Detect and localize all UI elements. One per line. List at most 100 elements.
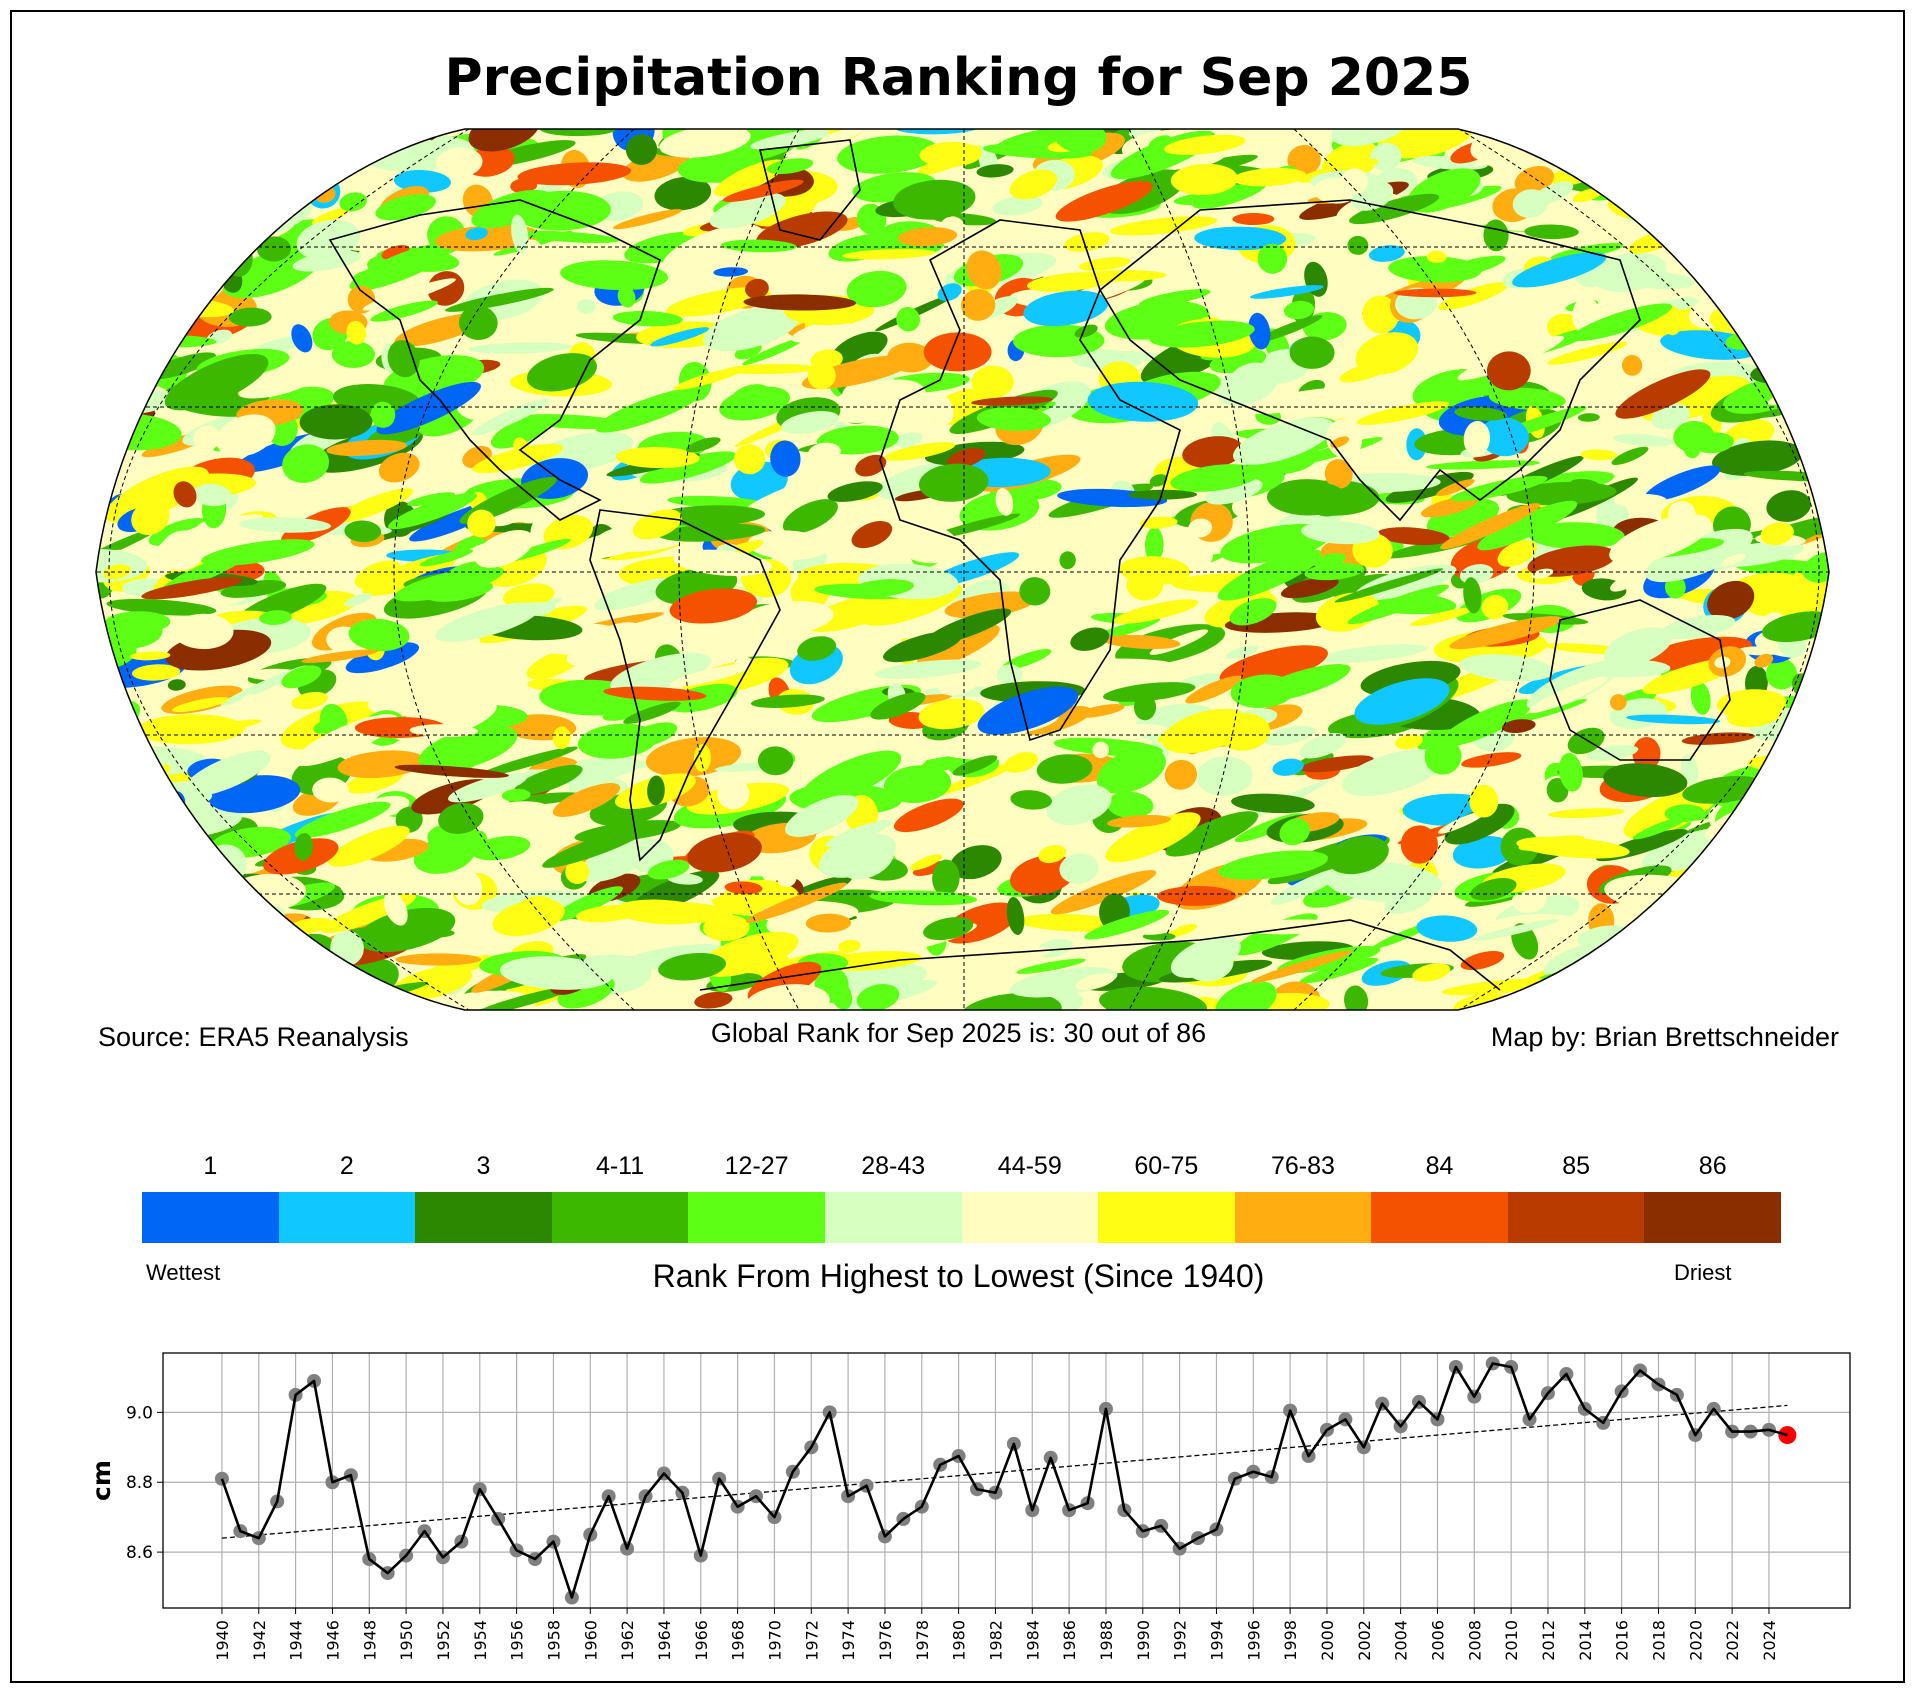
rank-patch [1250, 285, 1324, 299]
rank-patch [1119, 556, 1191, 585]
rank-patch [1506, 481, 1617, 506]
rank-patch [1760, 522, 1794, 546]
rank-patch [713, 267, 749, 277]
rank-patch [977, 686, 1079, 735]
rank-patch [1347, 584, 1450, 625]
rank-patch [1528, 676, 1609, 714]
rank-patch [1105, 812, 1201, 863]
y-tick-label: 9.0 [126, 1403, 153, 1423]
rank-patch [1610, 574, 1641, 592]
rank-patch [1461, 752, 1522, 768]
colorbar-bin [824, 1192, 962, 1243]
rank-patch [1133, 694, 1157, 721]
x-tick-label: 1964 [655, 1620, 674, 1661]
rank-patch [1477, 500, 1578, 551]
rank-patch [333, 488, 414, 523]
rank-patch [1084, 909, 1170, 940]
rank-patch [961, 289, 996, 321]
x-tick-label: 1946 [323, 1620, 342, 1661]
x-tick-label: 1962 [618, 1620, 637, 1661]
rank-patch [344, 593, 372, 607]
rank-patch [357, 907, 456, 953]
rank-patch [717, 777, 750, 810]
rank-patch [1436, 479, 1475, 497]
rank-patch [595, 387, 704, 433]
rank-patch [1714, 656, 1731, 669]
rank-patch [1163, 134, 1246, 155]
rank-patch [468, 342, 572, 354]
rank-patch [992, 195, 1043, 216]
rank-patch [1512, 252, 1607, 288]
rank-patch [159, 530, 206, 571]
rank-patch [770, 440, 801, 477]
x-tick-label: 1976 [876, 1620, 895, 1661]
rank-patch [662, 224, 763, 274]
rank-patch [1188, 518, 1213, 538]
rank-patch [561, 529, 657, 561]
rank-patch [146, 352, 216, 380]
rank-patch [1182, 436, 1244, 469]
rank-patch [791, 319, 851, 343]
rank-patch [632, 509, 682, 540]
rank-patch [282, 444, 330, 483]
rank-patch [724, 881, 763, 895]
rank-patch [515, 230, 620, 243]
x-tick-label: 2000 [1318, 1620, 1337, 1661]
rank-patch [131, 664, 181, 681]
rank-patch [291, 691, 328, 710]
x-tick-label: 1972 [802, 1620, 821, 1661]
rank-patch [1219, 645, 1328, 686]
rank-patch [1301, 521, 1380, 545]
rank-patch [292, 250, 362, 272]
x-tick-label: 2018 [1649, 1620, 1668, 1661]
x-tick-label: 1988 [1097, 1620, 1116, 1661]
rank-patch [1100, 129, 1201, 145]
rank-patch [445, 287, 554, 312]
rank-patch [1410, 607, 1473, 627]
rank-patch [893, 798, 964, 833]
rank-patch [1287, 144, 1321, 176]
rank-patch [841, 380, 880, 417]
rank-patch [394, 566, 505, 602]
rank-patch [1469, 784, 1499, 818]
rank-patch [1340, 168, 1368, 195]
rank-patch [894, 129, 984, 135]
rank-patch [1472, 919, 1559, 941]
rank-patch [709, 192, 786, 229]
rank-patch [1077, 704, 1125, 718]
rank-patch [612, 209, 683, 230]
rank-patch [393, 169, 451, 193]
colorbar-bin-label: 28-43 [861, 1152, 926, 1180]
rank-patch [1664, 804, 1705, 823]
rank-patch [419, 468, 468, 478]
rank-patch [383, 891, 408, 926]
rank-patch [731, 384, 769, 407]
rank-patch [744, 984, 830, 1010]
rank-patch [103, 564, 131, 580]
rank-patch [928, 513, 1021, 540]
x-tick-label: 1960 [581, 1620, 600, 1661]
rank-patch [1582, 659, 1671, 678]
australia-outline [1549, 599, 1731, 761]
global-rank-label: Global Rank for Sep 2025 is: 30 out of 8… [710, 1018, 1207, 1048]
rank-patch [959, 992, 1062, 1010]
colorbar-bin-label: 60-75 [1134, 1152, 1199, 1180]
rank-patch [618, 944, 724, 971]
rank-patch [870, 692, 926, 720]
rank-patch [1196, 756, 1253, 796]
rank-patch [1450, 475, 1548, 502]
rank-patch [750, 694, 825, 708]
colorbar-bin-label: 76-83 [1270, 1152, 1335, 1180]
rank-patch [1362, 295, 1399, 334]
rank-patch [1018, 913, 1126, 932]
rank-patch [1626, 714, 1721, 725]
rank-patch [1272, 758, 1304, 776]
rank-patch [1118, 724, 1169, 736]
colorbar-bin-label: 85 [1562, 1152, 1591, 1180]
rank-patch [296, 219, 360, 260]
rank-patch [1304, 562, 1365, 581]
series-line [220, 1362, 1788, 1599]
rank-patch [842, 248, 936, 260]
rank-patch [1347, 235, 1369, 255]
rank-patch [1547, 341, 1628, 365]
